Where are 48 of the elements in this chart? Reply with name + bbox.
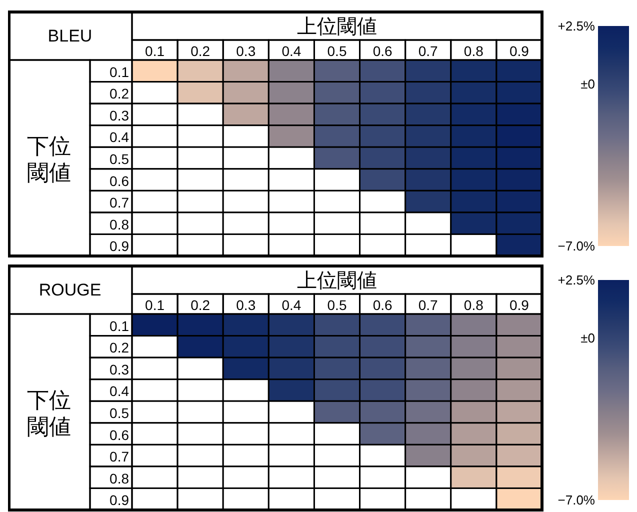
y-tick-label: 0.3: [110, 361, 130, 378]
x-tick-label: 0.9: [509, 297, 530, 313]
x-tick-label: 0.6: [372, 43, 392, 59]
x-tick-label: 0.2: [190, 43, 210, 59]
color-bar-label: +2.5%: [558, 18, 596, 34]
y-axis-title: 下位閾値: [27, 134, 71, 185]
x-tick-label: 0.9: [509, 43, 530, 59]
y-tick-label: 0.5: [110, 405, 130, 421]
y-tick-label: 0.1: [110, 64, 130, 80]
y-tick-label: 0.2: [110, 86, 130, 102]
x-tick-label: 0.3: [236, 297, 256, 313]
y-tick-label: 0.7: [110, 448, 130, 465]
y-tick-label: 0.9: [110, 238, 130, 254]
x-tick-label: 0.7: [418, 297, 438, 313]
y-tick-label: 0.6: [110, 172, 130, 189]
y-tick-label: 0.4: [110, 129, 130, 146]
x-tick-label: 0.1: [145, 43, 165, 59]
y-tick-label: 0.3: [110, 107, 130, 124]
y-tick-label: 0.6: [110, 426, 130, 443]
color-bar-label: ±0: [580, 330, 595, 346]
x-tick-label: 0.5: [327, 297, 347, 313]
x-tick-label: 0.5: [327, 43, 347, 59]
x-tick-label: 0.8: [464, 43, 484, 59]
x-tick-label: 0.3: [236, 43, 256, 59]
x-tick-label: 0.4: [282, 43, 302, 59]
y-tick-label: 0.8: [110, 216, 130, 232]
y-tick-label: 0.9: [110, 492, 130, 508]
x-axis-title: 上位閾値: [297, 270, 377, 292]
color-bar-label: +2.5%: [558, 272, 596, 288]
color-bar-label: −7.0%: [558, 492, 596, 508]
x-tick-label: 0.1: [145, 297, 165, 313]
y-tick-label: 0.8: [110, 470, 130, 486]
x-tick-label: 0.8: [464, 297, 484, 313]
y-tick-label: 0.7: [110, 194, 130, 211]
x-tick-label: 0.2: [190, 297, 210, 313]
y-tick-label: 0.1: [110, 318, 130, 334]
color-bar-label: ±0: [580, 76, 595, 92]
y-axis-title: 下位閾値: [27, 388, 71, 439]
chart-title: BLEU: [48, 26, 92, 46]
chart-title: ROUGE: [38, 280, 102, 300]
x-tick-label: 0.6: [372, 297, 392, 313]
x-tick-label: 0.4: [282, 297, 302, 313]
y-tick-label: 0.4: [110, 383, 130, 400]
x-tick-label: 0.7: [418, 43, 438, 59]
x-axis-title: 上位閾値: [297, 16, 377, 38]
color-bar-label: −7.0%: [558, 238, 596, 254]
y-tick-label: 0.2: [110, 340, 130, 356]
y-tick-label: 0.5: [110, 151, 130, 167]
